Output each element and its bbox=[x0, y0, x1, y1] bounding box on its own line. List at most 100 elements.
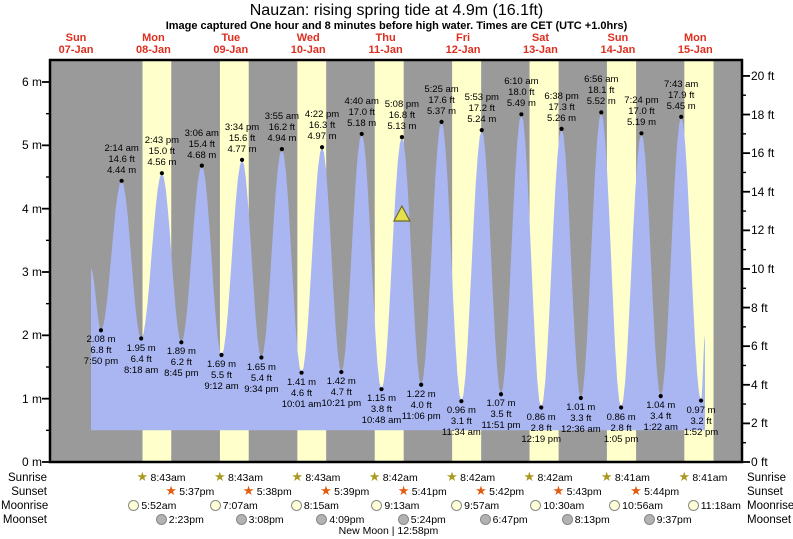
tide-extreme-dot bbox=[279, 147, 284, 152]
high-tide-annotation-line: 16.2 ft bbox=[268, 122, 296, 134]
moonrise-time: 7:07am bbox=[222, 500, 258, 512]
sunset-star-icon: ★ bbox=[397, 483, 410, 498]
y-axis-label-right: 16 ft bbox=[751, 146, 775, 161]
moonrise-time: 10:56am bbox=[622, 500, 664, 512]
high-tide-annotation-line: 4.68 m bbox=[187, 149, 217, 161]
low-tide-annotation-line: 8:45 pm bbox=[164, 368, 199, 380]
low-tide-annotation-line: 1.95 m bbox=[126, 342, 156, 354]
y-axis-label-right: 0 ft bbox=[751, 455, 768, 469]
low-tide-annotation-line: 1.65 m bbox=[246, 361, 276, 373]
sunset-time: 5:38pm bbox=[256, 486, 292, 498]
high-tide-annotation-line: 5:53 pm bbox=[464, 92, 499, 104]
y-axis-label-right: 14 ft bbox=[751, 184, 775, 199]
sunrise-time: 8:43am bbox=[150, 472, 186, 484]
high-tide-annotation-line: 2:43 pm bbox=[144, 135, 180, 147]
low-tide-annotation-line: 1:22 am bbox=[643, 422, 678, 434]
high-tide-annotation: 6:10 am 18.0 ft 5.49 m bbox=[490, 76, 552, 109]
low-tide-annotation: 0.97 m 3.2 ft 1:52 pm bbox=[670, 405, 732, 438]
day-weekday: Wed bbox=[296, 32, 320, 44]
high-tide-annotation-line: 5:25 am bbox=[424, 83, 459, 95]
low-tide-annotation: 1.95 m 6.4 ft 8:18 am bbox=[110, 343, 172, 376]
low-tide-annotation-line: 2.8 ft bbox=[530, 422, 552, 434]
day-label: Wed 10-Jan bbox=[269, 32, 347, 56]
day-date: 08-Jan bbox=[135, 44, 171, 56]
moonset-row-label-right: Moonset bbox=[747, 514, 792, 526]
moonrise-moon-icon bbox=[530, 500, 542, 511]
y-axis-label-right: 18 ft bbox=[751, 107, 775, 122]
low-tide-annotation-line: 1.01 m bbox=[566, 402, 596, 414]
tide-extreme-dot bbox=[618, 405, 624, 410]
moonrise-moon-icon bbox=[290, 500, 302, 511]
low-tide-annotation-line: 1.04 m bbox=[646, 400, 676, 412]
high-tide-annotation-line: 5.52 m bbox=[586, 96, 616, 108]
tide-extreme-dot bbox=[498, 392, 504, 397]
sunrise-star-icon: ★ bbox=[600, 469, 613, 484]
y-axis-label-left: 3 m bbox=[21, 265, 42, 279]
moonrise-time: 8:15am bbox=[303, 500, 339, 512]
low-tide-annotation-line: 1:05 pm bbox=[603, 433, 639, 445]
sunrise-time: 8:42am bbox=[460, 472, 496, 484]
high-tide-annotation-line: 6:38 pm bbox=[544, 90, 579, 102]
moonset-time: 4:09pm bbox=[329, 514, 365, 526]
current-time-marker-icon bbox=[392, 204, 411, 222]
moonset-time: 3:08pm bbox=[248, 514, 284, 526]
day-date: 15-Jan bbox=[677, 44, 713, 56]
moonset-moon-icon bbox=[561, 514, 573, 525]
sunrise-time: 8:43am bbox=[227, 472, 263, 484]
high-tide-annotation: 5:25 am 17.6 ft 5.37 m bbox=[411, 84, 473, 117]
sunset-time: 5:41pm bbox=[411, 486, 447, 498]
low-tide-annotation: 1.07 m 3.5 ft 11:51 pm bbox=[470, 398, 532, 431]
sunrise-star-icon: ★ bbox=[136, 469, 149, 484]
y-axis-label-left: 0 m bbox=[21, 455, 42, 469]
high-tide-annotation-line: 3:34 pm bbox=[224, 121, 260, 133]
tide-extreme-dot bbox=[119, 178, 124, 183]
high-tide-annotation: 3:55 am 16.2 ft 4.94 m bbox=[251, 111, 313, 144]
high-tide-annotation-line: 3:55 am bbox=[264, 111, 300, 123]
moonset-time: 5:24pm bbox=[410, 514, 446, 526]
moonrise-moon-icon bbox=[609, 500, 621, 511]
low-tide-annotation-line: 1.42 m bbox=[326, 376, 356, 388]
high-tide-annotation-line: 17.9 ft bbox=[667, 89, 695, 101]
high-tide-annotation: 3:34 pm 15.6 ft 4.77 m bbox=[211, 122, 273, 155]
high-tide-annotation-line: 16.3 ft bbox=[308, 120, 336, 132]
high-tide-annotation: 7:24 pm 17.0 ft 5.19 m bbox=[610, 95, 672, 128]
day-label: Mon 15-Jan bbox=[656, 32, 734, 56]
tide-extreme-dot bbox=[419, 382, 424, 387]
y-axis-label-right: 10 ft bbox=[751, 261, 775, 276]
day-weekday: Fri bbox=[456, 32, 471, 44]
day-date: 14-Jan bbox=[600, 44, 636, 56]
sunrise-time: 8:42am bbox=[537, 472, 573, 484]
low-tide-annotation-line: 12:36 am bbox=[561, 424, 601, 436]
day-weekday: Tue bbox=[221, 32, 241, 44]
high-tide-annotation-line: 7:43 am bbox=[664, 78, 699, 90]
day-weekday: Sun bbox=[607, 32, 629, 44]
high-tide-annotation-line: 16.8 ft bbox=[388, 110, 416, 122]
tide-extreme-dot bbox=[379, 387, 384, 392]
high-tide-annotation-line: 15.0 ft bbox=[148, 146, 176, 158]
low-tide-annotation: 2.08 m 6.8 ft 7:50 pm bbox=[70, 334, 132, 367]
moonrise-time: 10:30am bbox=[543, 500, 585, 512]
high-tide-annotation: 6:56 am 18.1 ft 5.52 m bbox=[570, 74, 632, 107]
high-tide-annotation-line: 4.94 m bbox=[267, 133, 297, 145]
low-tide-annotation-line: 3.1 ft bbox=[450, 416, 472, 428]
low-tide-annotation-line: 11:34 am bbox=[441, 427, 481, 439]
day-date: 10-Jan bbox=[290, 44, 326, 56]
sunset-row-label-left: Sunset bbox=[11, 486, 47, 498]
low-tide-annotation-line: 10:48 am bbox=[361, 415, 402, 427]
y-axis-label-left: 6 m bbox=[21, 75, 42, 89]
moonset-moon-icon bbox=[155, 514, 167, 525]
high-tide-annotation-line: 5.18 m bbox=[347, 117, 377, 129]
low-tide-annotation: 1.15 m 3.8 ft 10:48 am bbox=[350, 393, 412, 426]
low-tide-annotation-line: 1.69 m bbox=[206, 358, 237, 370]
high-tide-annotation-line: 5.24 m bbox=[467, 114, 497, 126]
tide-extreme-dot bbox=[139, 336, 144, 341]
high-tide-annotation-line: 6:56 am bbox=[584, 74, 619, 86]
moonrise-time: 11:18am bbox=[700, 500, 741, 512]
day-label: Mon 08-Jan bbox=[114, 32, 192, 56]
low-tide-annotation-line: 1.89 m bbox=[166, 346, 196, 358]
high-tide-annotation-line: 17.2 ft bbox=[468, 103, 495, 115]
low-tide-annotation: 0.86 m 2.8 ft 12:19 pm bbox=[510, 412, 572, 445]
sunrise-time: 8:41am bbox=[614, 472, 650, 484]
y-axis-label-right: 20 ft bbox=[751, 68, 775, 83]
